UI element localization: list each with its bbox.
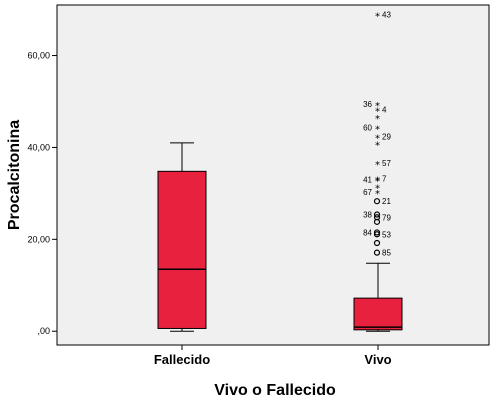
outlier-star-marker: * <box>375 176 380 187</box>
box-iqr <box>157 170 207 329</box>
outlier-circle-marker <box>373 198 381 205</box>
outlier-case-label: 7 <box>382 175 387 184</box>
outlier-case-label: 84 <box>363 228 372 237</box>
outlier-star-marker: * <box>375 140 380 151</box>
outlier-circle-marker <box>373 231 381 238</box>
outlier-star-marker: * <box>375 177 380 188</box>
x-axis: Fallecido Vivo <box>154 345 392 367</box>
outlier-circle-marker <box>373 239 381 247</box>
box-iqr <box>353 297 403 331</box>
outlier-case-label: 38 <box>363 211 372 220</box>
outlier-circle-marker <box>373 229 381 236</box>
y-tick-label: 20,00 <box>27 234 50 244</box>
outlier-circle-marker <box>373 249 381 256</box>
outlier-circle-marker <box>373 211 381 218</box>
outlier-star-marker: * <box>375 106 380 117</box>
outlier-case-label: 36 <box>363 100 372 109</box>
outlier-case-label: 21 <box>382 197 391 206</box>
y-axis-title: Procalcitonina <box>6 120 23 230</box>
x-axis-title: Vivo o Fallecido <box>214 382 336 399</box>
y-tick-label: 40,00 <box>27 142 50 152</box>
outlier-star-marker: * <box>375 189 380 200</box>
outlier-star-marker: * <box>375 160 380 171</box>
outlier-case-label: 60 <box>363 124 372 133</box>
x-category-label: Vivo <box>364 352 391 367</box>
outlier-star-marker: * <box>375 101 380 112</box>
outlier-case-label: 79 <box>382 213 391 222</box>
outlier-case-label: 43 <box>382 11 391 20</box>
plot-area <box>56 4 490 346</box>
outlier-star-marker: * <box>375 114 380 125</box>
outlier-case-label: 85 <box>382 249 391 258</box>
y-tick-label: ,00 <box>37 326 50 336</box>
x-category-label: Fallecido <box>154 352 210 367</box>
outlier-circle-marker <box>373 218 381 225</box>
outlier-star-marker: * <box>375 12 380 23</box>
y-axis: ,00 20,00 40,00 60,00 <box>27 51 57 336</box>
boxes-group <box>157 142 403 332</box>
outlier-case-label: 41 <box>363 176 372 185</box>
outlier-case-label: 67 <box>363 188 372 197</box>
y-tick-label: 60,00 <box>27 51 50 61</box>
outlier-case-label: 57 <box>382 159 391 168</box>
outlier-case-label: 4 <box>382 105 387 114</box>
outlier-star-marker: * <box>375 133 380 144</box>
outlier-star-marker: * <box>375 125 380 136</box>
outlier-case-label: 53 <box>382 230 391 239</box>
outlier-star-marker: * <box>375 183 380 194</box>
outlier-case-label: 29 <box>382 132 391 141</box>
